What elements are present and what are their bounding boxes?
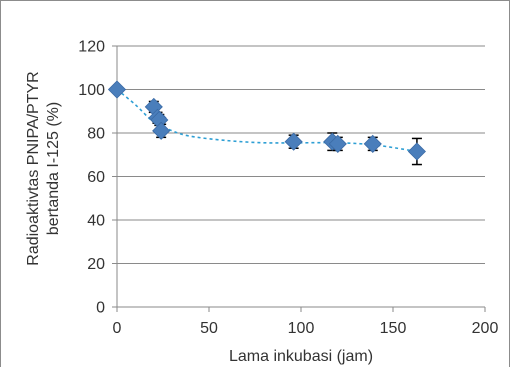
y-axis-label-line-2: bertanda I-125 (%) [45, 102, 62, 235]
y-tick-label: 80 [87, 126, 105, 143]
y-tick-label: 0 [96, 300, 105, 317]
trendline [116, 88, 418, 153]
x-tick-label: 100 [288, 320, 315, 337]
trend-layer [116, 88, 418, 153]
y-tick-label: 120 [78, 39, 105, 56]
x-tick-label: 150 [380, 320, 407, 337]
data-point [284, 132, 303, 151]
y-tick-label: 20 [87, 256, 105, 273]
x-tick-label: 200 [472, 320, 499, 337]
data-point [363, 134, 382, 153]
y-tick-label: 40 [87, 213, 105, 230]
y-tick-label: 100 [78, 82, 105, 99]
y-axis-label-line-1: Radioaktivtas PNIPA/PTYR [25, 71, 42, 265]
x-tick-label: 0 [113, 320, 122, 337]
label-layer: 0 20 40 60 80 100 120 0 50 100 150 200 Lama inkubasi… [25, 39, 498, 366]
point-layer [107, 80, 426, 161]
data-point [152, 121, 171, 140]
x-tick-label: 50 [200, 320, 218, 337]
x-axis-label: Lama inkubasi (jam) [229, 348, 373, 365]
data-point [407, 142, 426, 161]
grid-layer [117, 45, 485, 264]
axis-layer [112, 45, 486, 312]
y-tick-label: 60 [87, 169, 105, 186]
data-point [328, 134, 347, 153]
data-point [107, 80, 127, 99]
